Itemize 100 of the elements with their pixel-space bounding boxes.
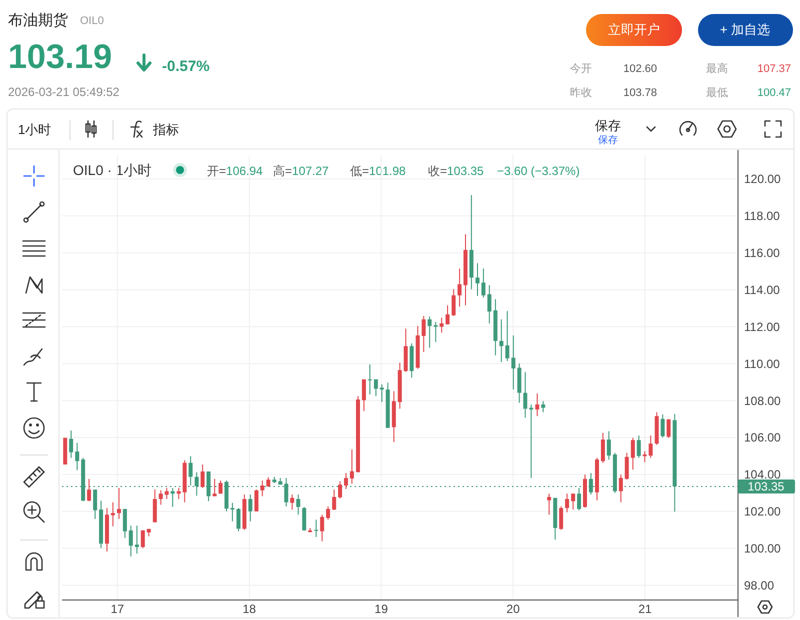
candlestick xyxy=(630,437,635,470)
candlestick xyxy=(260,480,264,497)
candlestick xyxy=(523,372,528,418)
candlestick xyxy=(648,434,653,458)
candlestick xyxy=(565,493,570,513)
candlestick xyxy=(547,493,552,516)
candlestick xyxy=(69,430,74,458)
y-tick-label: 102.00 xyxy=(744,504,782,519)
candlestick xyxy=(230,502,234,522)
y-tick-label: 106.00 xyxy=(744,430,782,445)
text: 103.78 xyxy=(623,87,657,99)
text: 1小时 xyxy=(18,122,52,137)
candlestick xyxy=(290,494,294,510)
text: 指标 xyxy=(152,122,179,137)
text: 100.47 xyxy=(757,87,791,99)
x-tick-label: 21 xyxy=(638,602,652,616)
candlestick xyxy=(434,321,438,343)
candlestick xyxy=(440,317,444,334)
candlestick xyxy=(75,442,80,471)
candlestick xyxy=(302,506,306,531)
text: 立即开户 xyxy=(608,22,660,37)
text: OIL0 xyxy=(80,15,104,27)
candlestick xyxy=(559,506,564,530)
candlestick xyxy=(446,304,450,325)
annotation: 开=106.94 xyxy=(207,164,264,178)
candlestick xyxy=(326,506,330,520)
candlestick xyxy=(87,478,92,502)
x-tick-label: 20 xyxy=(506,602,520,616)
text: 保存 xyxy=(595,118,621,133)
candlestick xyxy=(541,400,546,413)
text: 昨收 xyxy=(570,87,592,99)
text: 最高 xyxy=(706,62,728,75)
text: 2026-03-21 05:49:52 xyxy=(8,85,120,99)
annotation: 低=101.98 xyxy=(350,164,406,178)
text: 107.37 xyxy=(757,63,791,75)
candlestick xyxy=(380,384,384,403)
annotation: 收=103.35 xyxy=(428,164,484,178)
candlestick xyxy=(422,316,426,353)
x-tick-label: 18 xyxy=(242,602,256,616)
candlestick xyxy=(176,487,181,500)
candlestick xyxy=(296,494,300,516)
text: 102.60 xyxy=(623,63,657,75)
candlestick xyxy=(93,489,98,520)
candlestick xyxy=(481,268,486,298)
annotation: 高=107.27 xyxy=(273,164,330,178)
candlestick xyxy=(571,493,576,510)
y-tick-label: 116.00 xyxy=(744,246,780,260)
candlestick xyxy=(128,525,133,557)
candlestick xyxy=(350,449,354,484)
candlestick xyxy=(374,378,378,397)
candlestick xyxy=(624,452,629,480)
y-tick-label: 112.00 xyxy=(744,320,780,334)
y-tick-label: 98.00 xyxy=(744,578,774,592)
text: 今开 xyxy=(570,63,592,75)
candlestick xyxy=(618,474,623,503)
candlestick xyxy=(332,489,336,510)
candlestick xyxy=(660,414,665,438)
text: + 加自选 xyxy=(720,22,770,37)
candlestick xyxy=(606,430,611,460)
x-tick-label: 17 xyxy=(110,602,124,616)
candlestick xyxy=(452,288,456,317)
candlestick xyxy=(134,525,139,554)
candlestick xyxy=(344,472,348,490)
annotation: −3.60 (−3.37%) xyxy=(497,164,580,178)
candlestick xyxy=(200,464,205,488)
candlestick xyxy=(152,489,157,523)
candlestick xyxy=(362,378,366,412)
y-tick-label: 120.00 xyxy=(744,172,782,186)
candlestick xyxy=(254,489,258,512)
y-tick-label: 114.00 xyxy=(744,282,780,297)
candlestick xyxy=(458,268,462,308)
text: -0.57% xyxy=(162,58,210,75)
candlestick xyxy=(122,508,127,538)
text: 保存 xyxy=(598,134,618,146)
candlestick xyxy=(475,262,480,296)
text: 103.19 xyxy=(8,38,112,76)
candlestick xyxy=(428,316,432,348)
candlestick xyxy=(218,480,223,494)
candlestick xyxy=(266,476,270,488)
candlestick xyxy=(236,508,240,532)
candlestick xyxy=(505,310,510,362)
candlestick xyxy=(368,364,372,395)
candlestick xyxy=(170,487,175,508)
candlestick xyxy=(535,392,540,417)
candlestick xyxy=(577,487,582,511)
y-tick-label: 108.00 xyxy=(744,394,782,408)
candlestick xyxy=(116,487,121,520)
candlestick xyxy=(320,514,324,542)
candlestick xyxy=(636,434,641,458)
candlestick xyxy=(666,418,671,438)
candlestick xyxy=(248,494,252,522)
y-tick-label: 110.00 xyxy=(744,356,780,371)
candlestick xyxy=(110,502,115,527)
chart-title: 布油期货 xyxy=(8,12,68,29)
candlestick xyxy=(511,334,516,390)
candlestick xyxy=(188,456,193,486)
y-tick-label: 100.00 xyxy=(744,542,782,556)
candlestick xyxy=(338,480,342,499)
candlestick xyxy=(499,318,504,362)
candlestick xyxy=(140,530,145,549)
